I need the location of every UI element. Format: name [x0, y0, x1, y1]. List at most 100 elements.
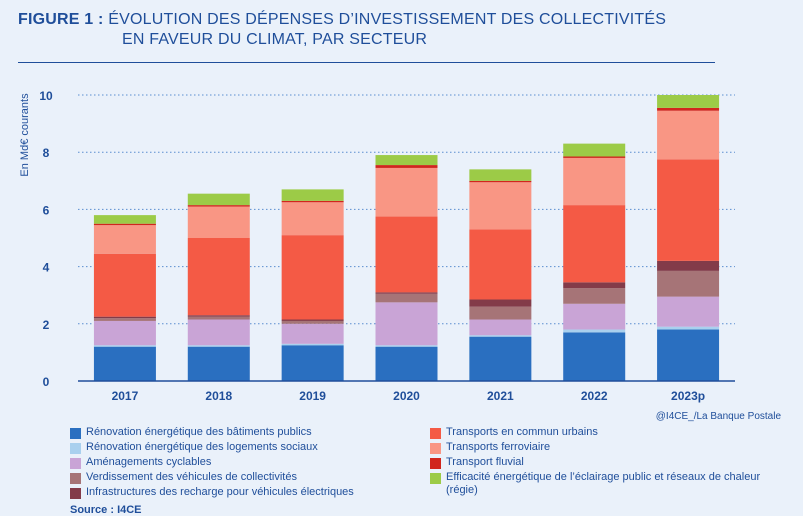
bar-segment [375, 302, 438, 346]
bar-segment [187, 193, 250, 206]
bar-segment [657, 107, 720, 111]
figure-title: FIGURE 1 : ÉVOLUTION DES DÉPENSES D’INVE… [18, 10, 738, 50]
bar-segment [657, 329, 720, 381]
legend-label: Infrastructures des recharge pour véhicu… [86, 486, 354, 498]
bar-segment [281, 202, 344, 236]
bar-segment [657, 95, 720, 108]
y-tick-label: 6 [43, 203, 50, 217]
legend-label: Verdissement des véhicules de collectivi… [86, 471, 297, 483]
bar-segment [93, 225, 156, 254]
legend-item: Efficacité énergétique de l’éclairage pu… [430, 471, 770, 497]
x-tick-label: 2018 [205, 389, 232, 403]
bar-segment [469, 180, 532, 183]
bar-segment [93, 223, 156, 226]
bar-segment [93, 253, 156, 317]
legend-item: Transports en commun urbains [430, 426, 770, 439]
legend-item: Rénovation énergétique des logements soc… [70, 441, 430, 454]
bar-segment [93, 320, 156, 346]
bar-segment [469, 182, 532, 230]
bar-segment [657, 110, 720, 160]
bar-segment [375, 345, 438, 347]
bar-segment [657, 260, 720, 271]
bar-segment [563, 303, 626, 330]
y-tick-label: 0 [43, 375, 50, 389]
chart-credit: @I4CE_/La Banque Postale [655, 411, 781, 422]
x-tick-label: 2019 [299, 389, 326, 403]
y-axis-label: En Md€ courants [19, 93, 31, 177]
bar-segment [281, 189, 344, 201]
bar-segment [281, 235, 344, 320]
bar-segment [469, 229, 532, 300]
bar-segment [281, 323, 344, 344]
bar-segment [375, 293, 438, 303]
bar-segment [469, 319, 532, 336]
bar-segment [657, 326, 720, 330]
bar-segment [657, 296, 720, 327]
legend-item: Rénovation énergétique des bâtiments pub… [70, 426, 430, 439]
bar-segment [375, 165, 438, 168]
bar-segment [281, 200, 344, 203]
bar-segment [187, 238, 250, 316]
bar-segment [281, 343, 344, 346]
bar-segment [563, 157, 626, 206]
bar-segment [563, 332, 626, 381]
bar-segment [563, 282, 626, 289]
bar-segment [469, 299, 532, 307]
bar-segment [375, 346, 438, 381]
bar-segment [93, 318, 156, 321]
figure-number: FIGURE 1 : [18, 11, 104, 28]
legend-item: Verdissement des véhicules de collectivi… [70, 471, 430, 484]
legend-swatch [70, 473, 81, 484]
figure-title-line2: EN FAVEUR DU CLIMAT, PAR SECTEUR [122, 31, 428, 48]
bar-segment [187, 206, 250, 238]
legend-swatch [430, 443, 441, 454]
bar-segment [93, 316, 156, 319]
bar-segment [469, 336, 532, 381]
bar-segment [187, 205, 250, 207]
bar-segment [187, 316, 250, 320]
legend-swatch [70, 443, 81, 454]
y-tick-label: 8 [43, 146, 50, 160]
x-tick-label: 2017 [112, 389, 139, 403]
bar-segment [187, 346, 250, 381]
legend-item: Transports ferroviaire [430, 441, 770, 454]
legend-swatch [70, 428, 81, 439]
legend-item: Infrastructures des recharge pour véhicu… [70, 486, 430, 499]
bar-segment [375, 167, 438, 217]
stacked-bar-chart: En Md€ courants 0 2 4 6 8 10 2017 2018 2019 2020 20… [19, 89, 735, 403]
legend-swatch [430, 473, 441, 484]
legend-column-right: Transports en commun urbains Transports f… [430, 426, 770, 499]
legend-label: Transports ferroviaire [446, 441, 551, 453]
bar-segment [563, 156, 626, 158]
legend-swatch [430, 428, 441, 439]
bar-segment [469, 335, 532, 337]
bar-segment [187, 319, 250, 346]
bar-segment [187, 345, 250, 347]
bar-segment [563, 143, 626, 157]
y-tick-label: 10 [39, 89, 53, 103]
bar-segment [657, 270, 720, 297]
bar-segment [375, 292, 438, 294]
figure-title-line1: ÉVOLUTION DES DÉPENSES D’INVESTISSEMENT … [108, 11, 667, 28]
source-note: Source : I4CE [70, 504, 142, 516]
bar-segment [563, 329, 626, 333]
bar-segment [281, 345, 344, 381]
bar-segment [469, 169, 532, 181]
legend-swatch [430, 458, 441, 469]
legend-swatch [70, 488, 81, 499]
x-tick-label: 2020 [393, 389, 420, 403]
bar-segment [563, 288, 626, 304]
legend-swatch [70, 458, 81, 469]
bar-segment [657, 159, 720, 261]
title-divider [18, 62, 715, 63]
legend-label: Rénovation énergétique des bâtiments pub… [86, 426, 312, 438]
bar-segment [93, 215, 156, 224]
bar-segment [375, 216, 438, 293]
legend-item: Aménagements cyclables [70, 456, 430, 469]
bar-segment [281, 320, 344, 324]
legend-label: Transports en commun urbains [446, 426, 598, 438]
bar-segment [93, 346, 156, 381]
legend-label: Rénovation énergétique des logements soc… [86, 441, 318, 453]
x-tick-label: 2023p [671, 389, 705, 403]
y-tick-label: 2 [43, 318, 50, 332]
